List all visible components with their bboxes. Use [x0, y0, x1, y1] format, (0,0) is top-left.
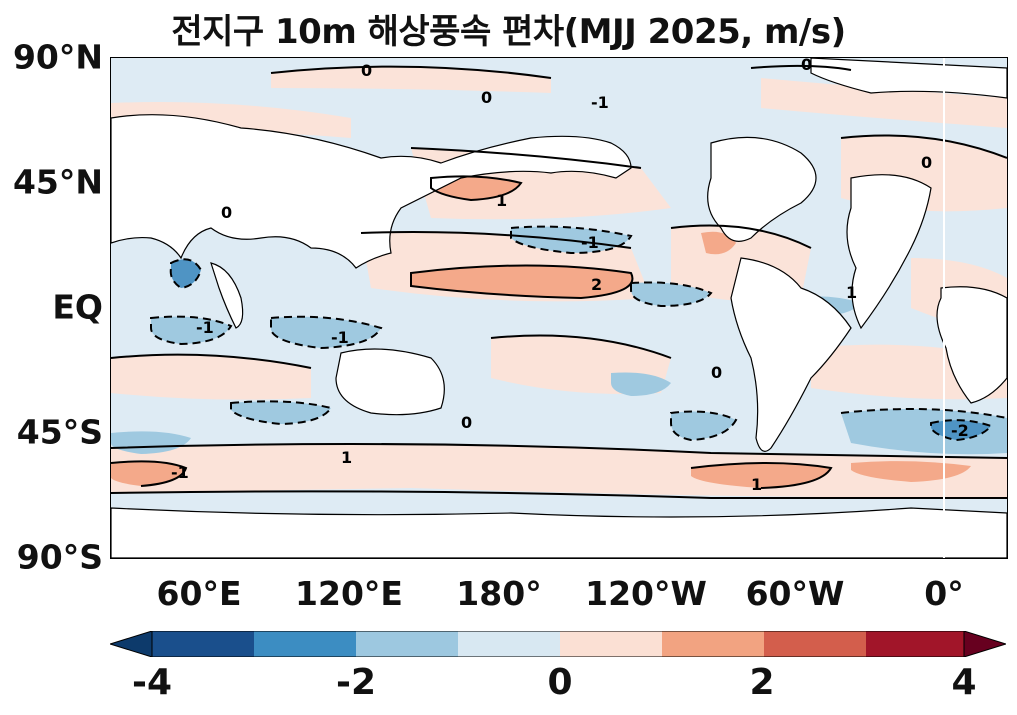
moderate-negative-regions — [111, 226, 1007, 455]
contour-label: 2 — [591, 275, 602, 294]
contour-label: 0 — [801, 58, 812, 74]
contour-label: -1 — [591, 93, 609, 112]
lat-tick-eq: EQ — [52, 287, 103, 327]
contour-label: 1 — [496, 191, 507, 210]
lat-tick-45n: 45°N — [12, 162, 103, 202]
contour-label: 0 — [921, 153, 932, 172]
contour-label: 1 — [846, 283, 857, 302]
contour-label: -1 — [196, 318, 214, 337]
negative-contour-lines — [150, 225, 1007, 442]
colorbar-tick: -2 — [336, 662, 376, 703]
colorbar-segment — [764, 631, 866, 657]
lon-tick-60w: 60°W — [745, 574, 845, 613]
colorbar — [108, 630, 1008, 658]
colorbar-tick: 0 — [547, 662, 573, 703]
colorbar-tick: 4 — [951, 662, 977, 703]
colorbar-segment — [866, 631, 964, 657]
colorbar-segment — [662, 631, 764, 657]
lon-tick-120w: 120°W — [585, 574, 707, 613]
anomaly-map: 0 0 0 -1 1 -1 2 -1 -1 1 -2 1 -1 1 0 0 0 … — [110, 57, 1008, 559]
colorbar-segment — [254, 631, 356, 657]
lon-tick-60e: 60°E — [156, 574, 242, 613]
contour-label: -2 — [951, 421, 969, 440]
colorbar-segment — [152, 631, 254, 657]
lat-tick-90n: 90°N — [12, 37, 103, 77]
strong-negative-regions — [170, 259, 991, 440]
moderate-positive-regions — [111, 176, 971, 488]
contour-label: 0 — [461, 413, 472, 432]
contour-label: -1 — [171, 463, 189, 482]
colorbar-extend-max — [963, 630, 1008, 658]
colorbar-tick: 2 — [749, 662, 775, 703]
land-masses — [111, 58, 1007, 558]
map-canvas: 0 0 0 -1 1 -1 2 -1 -1 1 -2 1 -1 1 0 0 0 … — [111, 58, 1007, 558]
lat-tick-90s: 90°S — [16, 537, 103, 577]
contour-label: 1 — [751, 475, 762, 494]
contour-label: 0 — [361, 61, 372, 80]
lon-tick-0: 0° — [924, 574, 964, 613]
colorbar-segment — [458, 631, 560, 657]
lat-tick-45s: 45°S — [16, 412, 103, 452]
lon-tick-180: 180° — [456, 574, 542, 613]
contour-label: 0 — [711, 363, 722, 382]
colorbar-segment — [560, 631, 662, 657]
colorbar-segment — [356, 631, 458, 657]
contour-label: 0 — [221, 203, 232, 222]
contour-label: -1 — [331, 328, 349, 347]
colorbar-canvas — [108, 630, 1008, 658]
colorbar-extend-min — [108, 630, 153, 658]
lon-tick-120e: 120°E — [295, 574, 403, 613]
contour-label-group: 0 0 0 -1 1 -1 2 -1 -1 1 -2 1 -1 1 0 0 0 … — [171, 58, 969, 494]
contour-label: -1 — [581, 233, 599, 252]
contour-label: 1 — [341, 448, 352, 467]
colorbar-tick: -4 — [132, 662, 172, 703]
map-title: 전지구 10m 해상풍속 편차(MJJ 2025, m/s) — [171, 12, 846, 52]
contour-label: 0 — [481, 88, 492, 107]
contour-lines — [111, 64, 1007, 499]
